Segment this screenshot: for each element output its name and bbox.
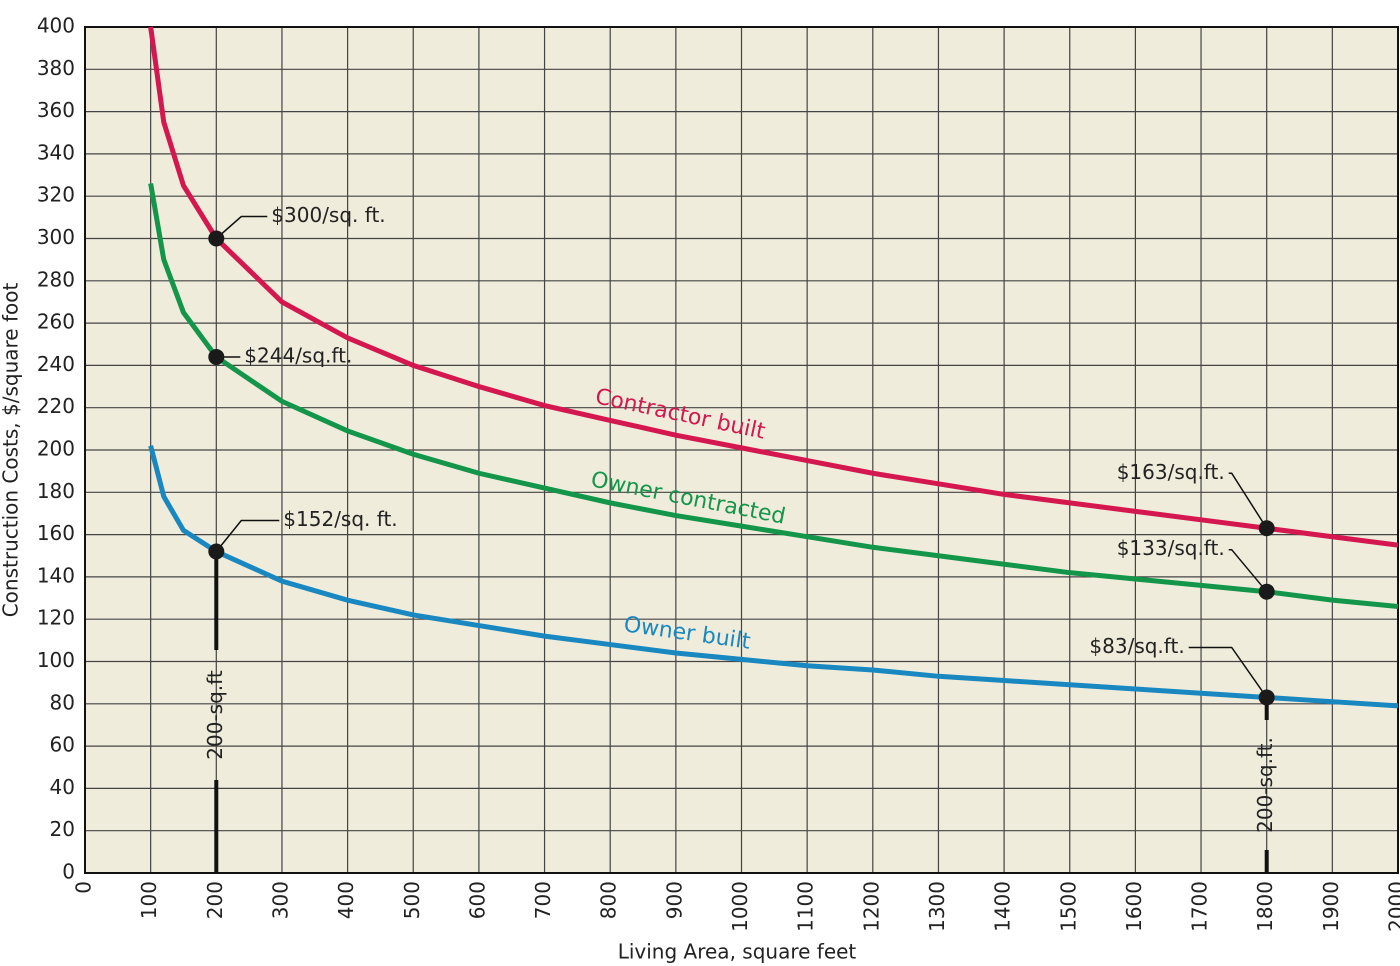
x-tick-label: 100 bbox=[137, 881, 161, 919]
annotation-point bbox=[1258, 689, 1275, 706]
annotation-label: $133/sq.ft. bbox=[1117, 536, 1225, 560]
annotation-point bbox=[1258, 583, 1275, 600]
y-tick-label: 180 bbox=[37, 479, 75, 503]
x-tick-label: 1500 bbox=[1056, 881, 1080, 932]
y-tick-label: 320 bbox=[37, 183, 75, 207]
x-tick-label: 900 bbox=[662, 881, 686, 919]
annotation-point bbox=[208, 543, 225, 560]
annotation-leader bbox=[215, 215, 268, 240]
x-tick-label: 300 bbox=[268, 881, 292, 919]
plot-frame bbox=[84, 26, 1399, 874]
x-tick-label: 1600 bbox=[1122, 881, 1146, 932]
marker-label: 200-sq.ft bbox=[203, 670, 227, 760]
annotation-label: $152/sq. ft. bbox=[283, 507, 397, 531]
x-tick-label: 700 bbox=[531, 881, 555, 919]
x-tick-label: 1100 bbox=[794, 881, 818, 932]
annotation-leader bbox=[1228, 472, 1268, 529]
y-tick-label: 280 bbox=[37, 267, 75, 291]
annotation-leader bbox=[215, 519, 280, 552]
y-axis-title: Construction Costs, $/square foot bbox=[0, 283, 23, 618]
y-tick-label: 120 bbox=[37, 606, 75, 630]
y-tick-label: 160 bbox=[37, 521, 75, 545]
x-tick-label: 0 bbox=[72, 881, 96, 894]
annotation-point bbox=[208, 230, 225, 247]
y-tick-label: 200 bbox=[37, 437, 75, 461]
x-tick-label: 1300 bbox=[925, 881, 949, 932]
annotation-point bbox=[208, 348, 225, 365]
y-tick-label: 140 bbox=[37, 563, 75, 587]
annotation-label: $300/sq. ft. bbox=[271, 203, 385, 227]
x-tick-label: 1400 bbox=[991, 881, 1015, 932]
y-tick-label: 360 bbox=[37, 98, 75, 122]
series-line bbox=[148, 183, 1399, 609]
x-tick-label: 800 bbox=[597, 881, 621, 919]
y-tick-label: 400 bbox=[37, 14, 75, 38]
x-tick-label: 400 bbox=[334, 881, 358, 919]
x-tick-label: 1200 bbox=[859, 881, 883, 932]
x-tick-label: 1800 bbox=[1253, 881, 1277, 932]
y-tick-label: 0 bbox=[62, 860, 75, 884]
x-tick-label: 1900 bbox=[1319, 881, 1343, 932]
y-tick-label: 240 bbox=[37, 352, 75, 376]
y-tick-label: 300 bbox=[37, 225, 75, 249]
series-line bbox=[148, 26, 1399, 548]
annotation-leader bbox=[1228, 548, 1268, 593]
annotation-label: $83/sq.ft. bbox=[1089, 634, 1184, 658]
marker-label: 200-sq.ft. bbox=[1253, 737, 1277, 833]
x-tick-label: 600 bbox=[465, 881, 489, 919]
y-tick-label: 40 bbox=[50, 775, 75, 799]
y-tick-label: 60 bbox=[50, 733, 75, 757]
x-tick-label: 200 bbox=[203, 881, 227, 919]
y-tick-label: 220 bbox=[37, 394, 75, 418]
y-tick-label: 100 bbox=[37, 648, 75, 672]
annotation-leader bbox=[1188, 646, 1268, 698]
y-tick-label: 260 bbox=[37, 310, 75, 334]
x-tick-label: 2000 bbox=[1385, 881, 1400, 932]
y-tick-label: 340 bbox=[37, 140, 75, 164]
x-tick-label: 1700 bbox=[1188, 881, 1212, 932]
x-tick-label: 1000 bbox=[728, 881, 752, 932]
y-tick-label: 380 bbox=[37, 56, 75, 80]
x-tick-label: 500 bbox=[400, 881, 424, 919]
y-tick-label: 80 bbox=[50, 690, 75, 714]
annotation-label: $244/sq.ft. bbox=[244, 343, 352, 367]
series-line bbox=[148, 445, 1399, 709]
y-tick-label: 20 bbox=[50, 817, 75, 841]
annotation-label: $163/sq.ft. bbox=[1117, 460, 1225, 484]
x-axis-title: Living Area, square feet bbox=[618, 940, 857, 964]
annotation-point bbox=[1258, 520, 1275, 537]
